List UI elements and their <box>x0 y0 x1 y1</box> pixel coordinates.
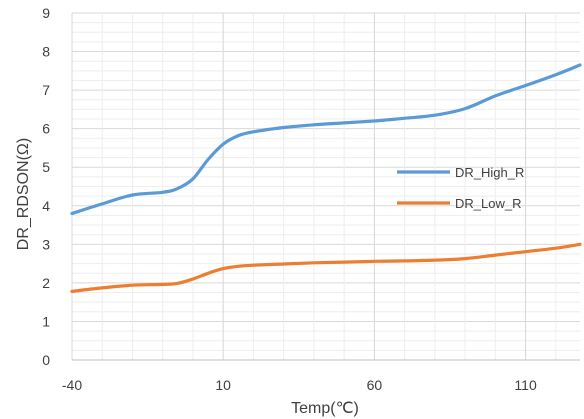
x-tick-label: 110 <box>514 377 537 393</box>
x-tick-label: -40 <box>62 377 82 393</box>
y-tick-label: 9 <box>42 5 50 21</box>
y-axis-title: DR_RDSON(Ω) <box>15 138 32 250</box>
series-lines <box>70 63 582 293</box>
y-tick-label: 4 <box>42 198 50 214</box>
y-tick-label: 6 <box>42 121 50 137</box>
legend-label: DR_High_R <box>455 165 524 180</box>
series-line-dr-low-r <box>70 242 582 293</box>
x-tick-label: 60 <box>367 377 383 393</box>
legend-label: DR_Low_R <box>455 196 521 211</box>
y-tick-label: 2 <box>42 275 50 291</box>
y-tick-label: 3 <box>42 236 50 252</box>
y-tick-label: 7 <box>42 82 50 98</box>
legend: DR_High_R DR_Low_R <box>397 165 524 211</box>
tick-labels: 0 1 2 3 4 5 6 7 8 9 -40 10 60 110 <box>42 5 537 393</box>
y-tick-label: 8 <box>42 44 50 60</box>
x-tick-label: 10 <box>215 377 231 393</box>
y-tick-label: 1 <box>42 313 50 329</box>
y-tick-label: 0 <box>42 352 50 368</box>
x-axis-title: Temp(℃) <box>291 400 359 417</box>
y-tick-label: 5 <box>42 159 50 175</box>
series-line-dr-high-r <box>70 63 582 216</box>
